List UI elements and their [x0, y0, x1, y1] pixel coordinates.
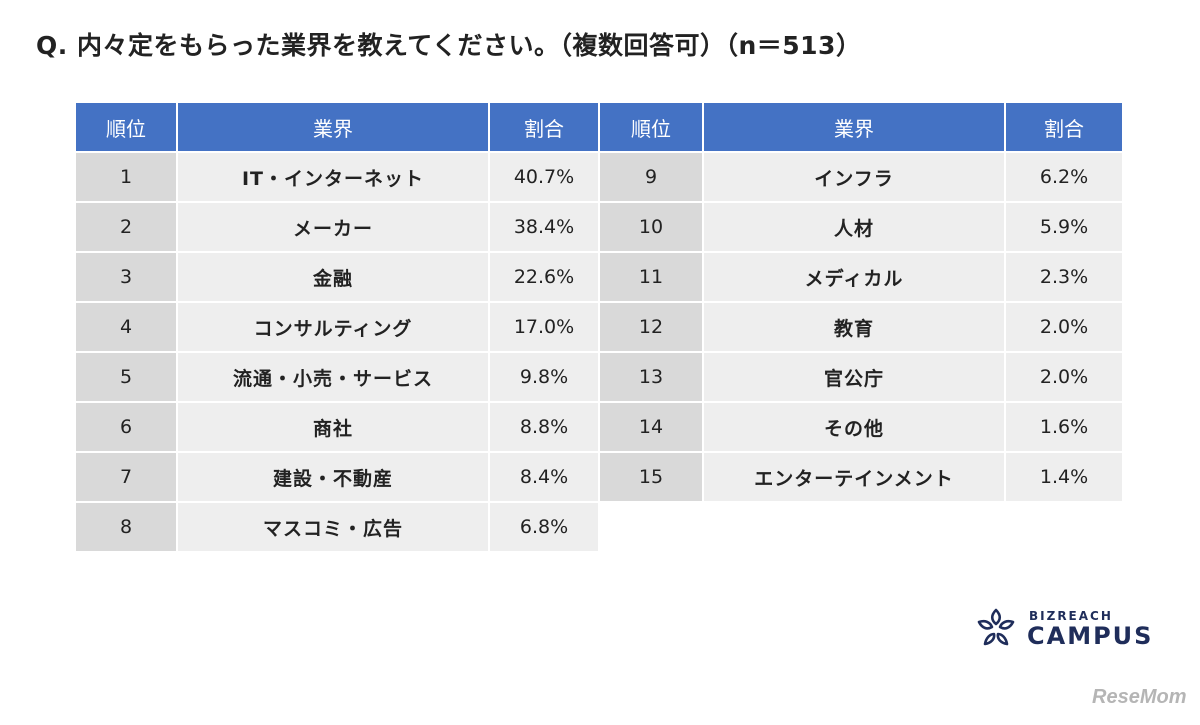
table-row: 6 商社 8.8% [76, 403, 600, 453]
ratio-cell: 1.4% [1006, 453, 1124, 503]
table-row: 14 その他 1.6% [600, 403, 1124, 453]
rank-cell: 8 [76, 503, 178, 553]
industry-cell: 商社 [178, 403, 490, 453]
bizreach-campus-logo: BIZREACH CAMPUS [974, 604, 1154, 654]
industry-cell: 流通・小売・サービス [178, 353, 490, 403]
industry-cell: インフラ [704, 153, 1006, 203]
ratio-cell: 8.4% [490, 453, 600, 503]
ranking-table-right: 順位 業界 割合 9 インフラ 6.2% 10 人材 5.9% 11 メディカル… [600, 103, 1124, 503]
rank-cell: 1 [76, 153, 178, 203]
header-ratio: 割合 [490, 103, 600, 153]
ratio-cell: 6.8% [490, 503, 600, 553]
rank-cell: 2 [76, 203, 178, 253]
rank-cell: 3 [76, 253, 178, 303]
rank-cell: 7 [76, 453, 178, 503]
table-row: 4 コンサルティング 17.0% [76, 303, 600, 353]
ratio-cell: 17.0% [490, 303, 600, 353]
table-row: 13 官公庁 2.0% [600, 353, 1124, 403]
rank-cell: 13 [600, 353, 704, 403]
header-ratio: 割合 [1006, 103, 1124, 153]
industry-cell: その他 [704, 403, 1006, 453]
flower-logo-icon [977, 608, 1015, 646]
industry-cell: 官公庁 [704, 353, 1006, 403]
ratio-cell: 5.9% [1006, 203, 1124, 253]
ratio-cell: 2.0% [1006, 353, 1124, 403]
industry-cell: コンサルティング [178, 303, 490, 353]
ranking-table-left: 順位 業界 割合 1 IT・インターネット 40.7% 2 メーカー 38.4%… [76, 103, 600, 553]
ratio-cell: 38.4% [490, 203, 600, 253]
resemom-watermark: ReseMom [1092, 686, 1187, 708]
rank-cell: 14 [600, 403, 704, 453]
ratio-cell: 40.7% [490, 153, 600, 203]
ratio-cell: 2.3% [1006, 253, 1124, 303]
rank-cell: 11 [600, 253, 704, 303]
ratio-cell: 8.8% [490, 403, 600, 453]
table-row: 3 金融 22.6% [76, 253, 600, 303]
table-row: 7 建設・不動産 8.4% [76, 453, 600, 503]
industry-cell: 建設・不動産 [178, 453, 490, 503]
industry-cell: 金融 [178, 253, 490, 303]
table-row: 9 インフラ 6.2% [600, 153, 1124, 203]
industry-cell: マスコミ・広告 [178, 503, 490, 553]
industry-cell: 教育 [704, 303, 1006, 353]
logo-title: CAMPUS [1027, 622, 1154, 650]
table-header-row: 順位 業界 割合 [76, 103, 600, 153]
header-industry: 業界 [178, 103, 490, 153]
industry-cell: エンターテインメント [704, 453, 1006, 503]
ratio-cell: 6.2% [1006, 153, 1124, 203]
table-row: 12 教育 2.0% [600, 303, 1124, 353]
ratio-cell: 9.8% [490, 353, 600, 403]
ratio-cell: 1.6% [1006, 403, 1124, 453]
rank-cell: 4 [76, 303, 178, 353]
industry-cell: メーカー [178, 203, 490, 253]
industry-cell: IT・インターネット [178, 153, 490, 203]
header-rank: 順位 [76, 103, 178, 153]
table-row: 11 メディカル 2.3% [600, 253, 1124, 303]
table-row: 1 IT・インターネット 40.7% [76, 153, 600, 203]
table-row: 8 マスコミ・広告 6.8% [76, 503, 600, 553]
rank-cell: 9 [600, 153, 704, 203]
rank-cell: 5 [76, 353, 178, 403]
rank-cell: 6 [76, 403, 178, 453]
table-header-row: 順位 業界 割合 [600, 103, 1124, 153]
table-row: 5 流通・小売・サービス 9.8% [76, 353, 600, 403]
table-row: 15 エンターテインメント 1.4% [600, 453, 1124, 503]
table-row: 2 メーカー 38.4% [76, 203, 600, 253]
header-industry: 業界 [704, 103, 1006, 153]
rank-cell: 15 [600, 453, 704, 503]
rank-cell: 10 [600, 203, 704, 253]
question-title: Q. 内々定をもらった業界を教えてください。（複数回答可）（n＝513） [36, 31, 862, 60]
ratio-cell: 2.0% [1006, 303, 1124, 353]
rank-cell: 12 [600, 303, 704, 353]
industry-cell: 人材 [704, 203, 1006, 253]
ratio-cell: 22.6% [490, 253, 600, 303]
logo-subtitle: BIZREACH [1029, 609, 1113, 623]
industry-cell: メディカル [704, 253, 1006, 303]
table-row: 10 人材 5.9% [600, 203, 1124, 253]
header-rank: 順位 [600, 103, 704, 153]
